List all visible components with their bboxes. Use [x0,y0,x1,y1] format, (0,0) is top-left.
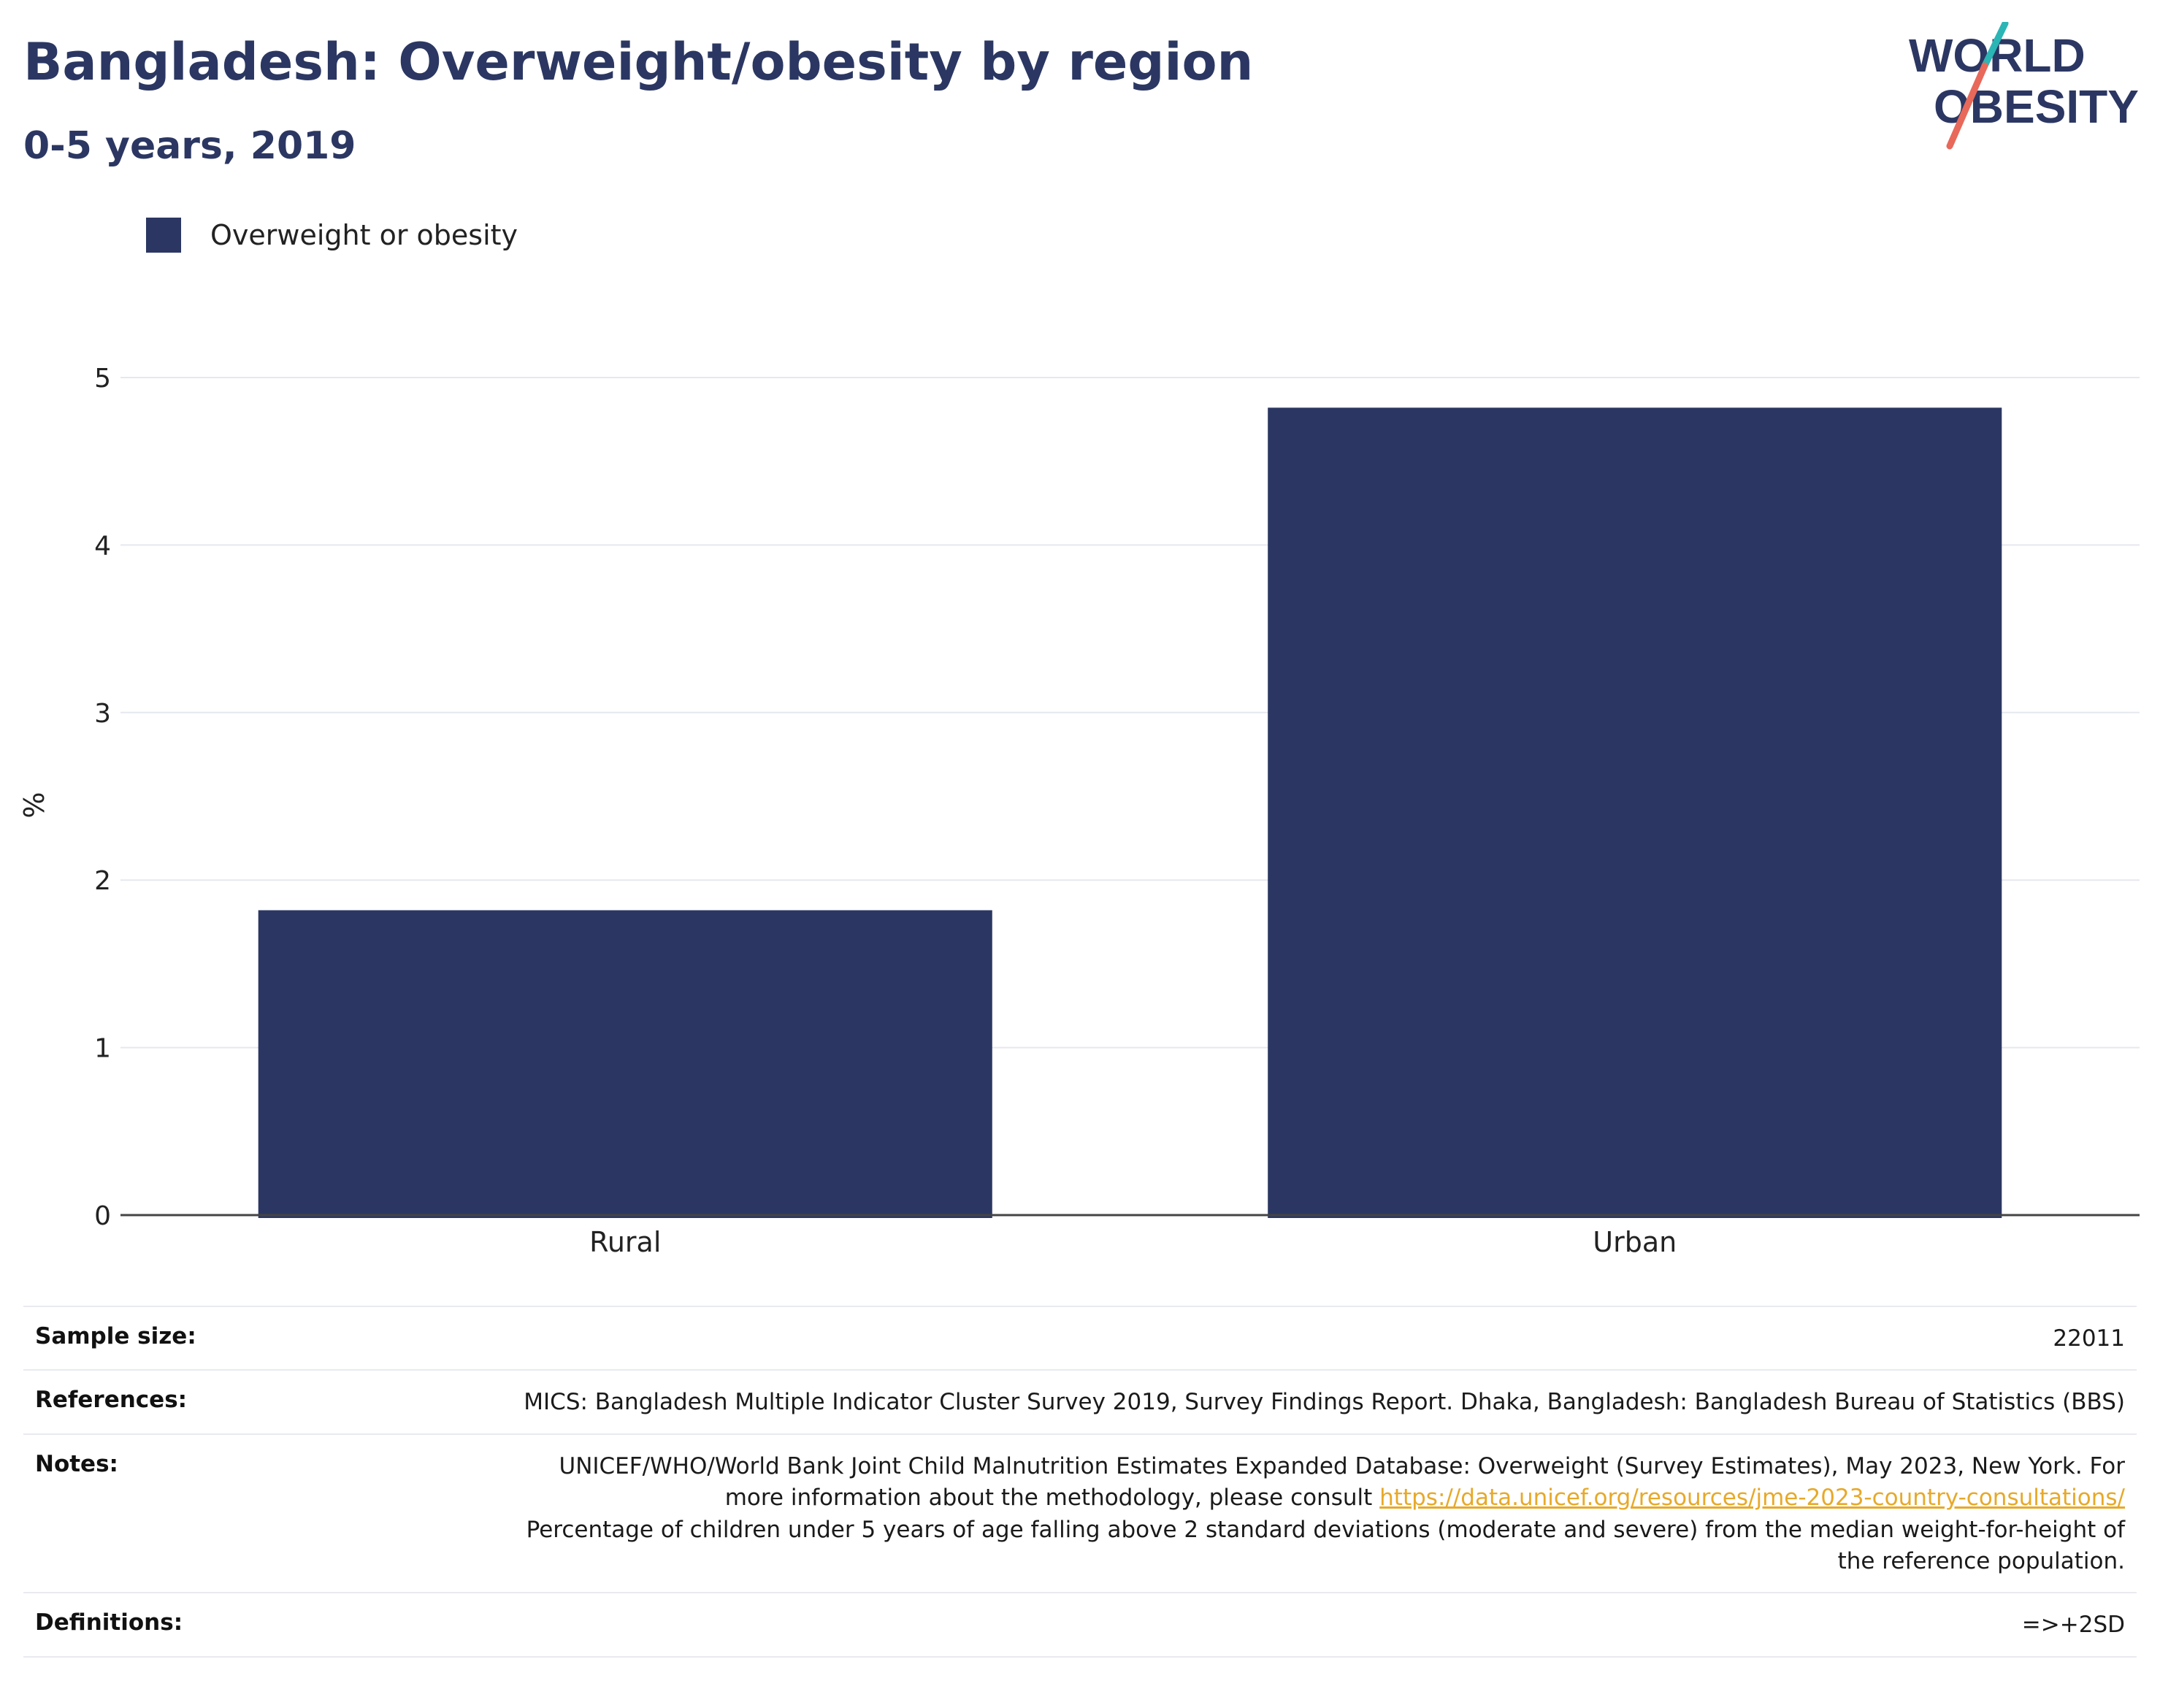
world-obesity-logo: WORLD OBESITY [1909,22,2139,150]
y-tick-label: 4 [94,531,111,561]
references-label: References: [35,1387,188,1414]
references-row: References: MICS: Bangladesh Multiple In… [23,1371,2137,1435]
notes-row: Notes: UNICEF/WHO/World Bank Joint Child… [23,1435,2137,1594]
logo-slash-bottom [1946,62,1988,150]
y-tick-labels: 0 1 2 3 4 5 [94,364,111,1231]
notes-label: Notes: [35,1450,118,1477]
definitions-value: =>+2SD [2021,1612,2125,1639]
bar-chart: 0 1 2 3 4 5 Rural Urban % [18,364,2140,1258]
x-tick-label: Rural [589,1226,661,1258]
logo-slash-top [1981,22,2009,69]
legend[interactable]: Overweight or obesity [146,218,518,253]
chart-title: Bangladesh: Overweight/obesity by region [23,32,1254,92]
sample-size-row: Sample size: 22011 [23,1307,2137,1371]
notes-text: UNICEF/WHO/World Bank Joint Child Malnut… [559,1452,2126,1512]
bar-rural[interactable] [258,910,992,1218]
y-tick-label: 5 [94,364,111,394]
bars [258,407,2002,1218]
legend-swatch [146,218,181,253]
notes-value: UNICEF/WHO/World Bank Joint Child Malnut… [518,1451,2125,1578]
metadata-table: Sample size: 22011 References: MICS: Ban… [23,1306,2137,1658]
y-tick-label: 2 [94,866,111,896]
references-value: MICS: Bangladesh Multiple Indicator Clus… [524,1389,2125,1416]
x-tick-label: Urban [1593,1226,1677,1258]
x-tick-labels: Rural Urban [589,1226,1677,1258]
sample-size-label: Sample size: [35,1323,196,1349]
bar-urban[interactable] [1268,407,2002,1218]
y-tick-label: 3 [94,699,111,729]
notes-link[interactable]: https://data.unicef.org/resources/jme-20… [1379,1485,2125,1512]
definitions-label: Definitions: [35,1609,183,1636]
chart-subtitle: 0-5 years, 2019 [23,124,356,168]
notes-definition-text: Percentage of children under 5 years of … [526,1516,2125,1574]
y-axis-label: % [18,792,50,818]
sample-size-value: 22011 [2053,1325,2125,1352]
definitions-row: Definitions: =>+2SD [23,1593,2137,1658]
y-tick-label: 1 [94,1034,111,1064]
y-tick-label: 0 [94,1201,111,1231]
legend-label: Overweight or obesity [210,219,518,251]
